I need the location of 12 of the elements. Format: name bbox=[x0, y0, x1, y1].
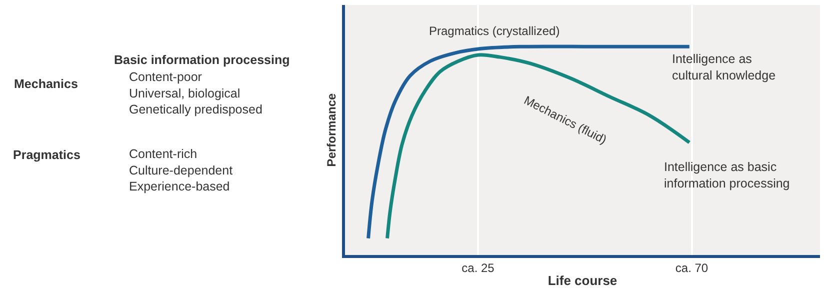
text: Pragmatics bbox=[13, 148, 80, 162]
series-label: Pragmatics (crystallized) bbox=[429, 24, 560, 38]
y-axis-title: Performance bbox=[324, 92, 339, 167]
annotation: Intelligence as cultural knowledge bbox=[672, 52, 776, 82]
text: Content-poor Universal, biological Genetically predisposed bbox=[129, 70, 262, 116]
text: Mechanics bbox=[14, 77, 78, 91]
x-axis-title: Life course bbox=[548, 272, 618, 288]
x-tick-label: ca. 25 bbox=[462, 261, 495, 276]
text: Content-rich Culture-dependent Experience-based bbox=[129, 147, 234, 194]
x-tick-label: ca. 70 bbox=[675, 261, 708, 276]
text: Basic information processing bbox=[114, 53, 290, 67]
annotation: Intelligence as basic information processing bbox=[664, 160, 790, 190]
